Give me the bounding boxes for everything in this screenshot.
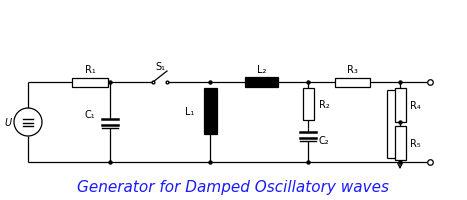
Text: Generator for Damped Oscillatory waves: Generator for Damped Oscillatory waves xyxy=(77,180,389,195)
FancyBboxPatch shape xyxy=(72,78,108,87)
Text: U: U xyxy=(5,117,12,127)
Text: L₂: L₂ xyxy=(257,65,266,75)
FancyBboxPatch shape xyxy=(395,89,405,122)
Text: C₁: C₁ xyxy=(85,109,95,119)
Text: R₁: R₁ xyxy=(85,65,95,75)
Text: S₁: S₁ xyxy=(155,62,165,72)
FancyBboxPatch shape xyxy=(204,89,217,134)
FancyBboxPatch shape xyxy=(245,78,278,88)
Text: L₁: L₁ xyxy=(185,106,195,116)
Text: R₄: R₄ xyxy=(410,100,420,110)
FancyBboxPatch shape xyxy=(303,89,313,120)
FancyBboxPatch shape xyxy=(395,126,405,160)
FancyBboxPatch shape xyxy=(335,78,370,87)
Text: C₂: C₂ xyxy=(318,135,329,145)
Text: R₃: R₃ xyxy=(347,65,358,75)
Text: R₂: R₂ xyxy=(318,100,329,109)
Text: R₅: R₅ xyxy=(410,138,420,148)
